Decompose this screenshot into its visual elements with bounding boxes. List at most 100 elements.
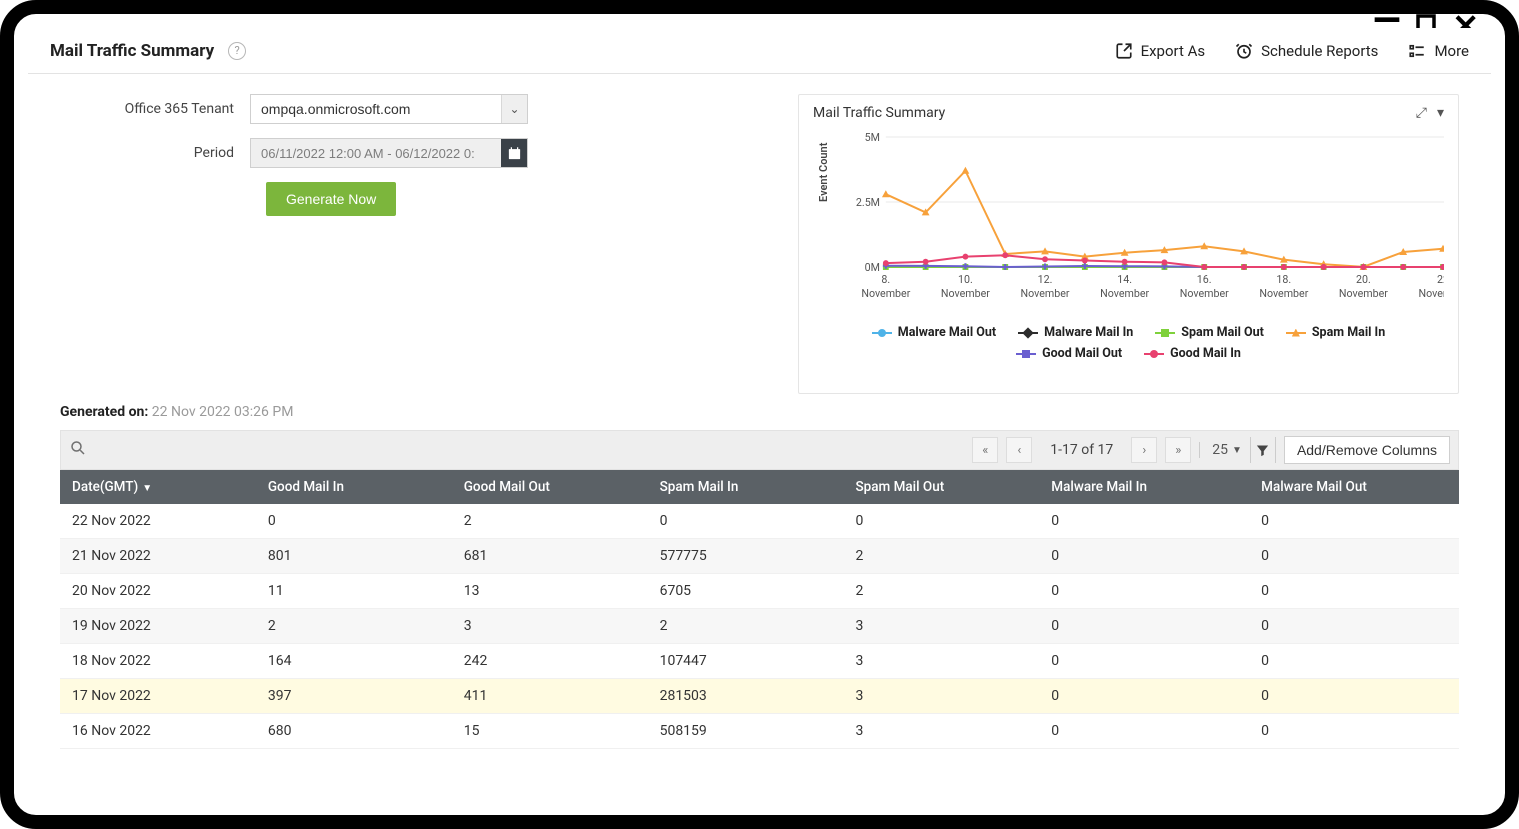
legend-item[interactable]: Malware Mail In (1018, 325, 1133, 340)
table-row[interactable]: 21 Nov 2022801681577775200 (60, 539, 1459, 574)
schedule-button[interactable]: Schedule Reports (1235, 42, 1378, 60)
legend-label: Malware Mail Out (898, 325, 996, 340)
table-cell: 164 (256, 644, 452, 679)
clock-icon (1235, 42, 1253, 60)
help-icon[interactable]: ? (228, 42, 246, 60)
page-size-value: 25 (1212, 442, 1228, 458)
table-header-row: Date(GMT)▼Good Mail InGood Mail OutSpam … (60, 470, 1459, 504)
fullscreen-icon[interactable]: ⤢ (1416, 105, 1427, 121)
column-header[interactable]: Good Mail Out (452, 470, 648, 504)
svg-text:November: November (1339, 287, 1388, 300)
table-cell: 2 (452, 504, 648, 539)
period-input[interactable] (251, 139, 501, 167)
add-remove-columns-button[interactable]: Add/Remove Columns (1284, 436, 1450, 464)
column-header[interactable]: Good Mail In (256, 470, 452, 504)
table-cell: 0 (1039, 539, 1249, 574)
legend-label: Malware Mail In (1044, 325, 1133, 340)
table-row[interactable]: 19 Nov 2022232300 (60, 609, 1459, 644)
table-cell: 0 (1039, 714, 1249, 749)
table-cell: 6705 (648, 574, 844, 609)
table-cell: 3 (843, 714, 1039, 749)
period-label: Period (60, 145, 250, 161)
legend-item[interactable]: Malware Mail Out (872, 325, 996, 340)
calendar-icon[interactable] (501, 139, 527, 167)
search-icon[interactable] (69, 439, 87, 461)
table-cell: 15 (452, 714, 648, 749)
svg-text:16.: 16. (1197, 273, 1212, 286)
svg-text:2.5M: 2.5M (856, 196, 880, 209)
column-header[interactable]: Spam Mail In (648, 470, 844, 504)
table-cell: 3 (843, 644, 1039, 679)
table-cell: 680 (256, 714, 452, 749)
filter-panel: Office 365 Tenant ⌄ Period Gener (60, 94, 780, 394)
chart-legend: Malware Mail Out Malware Mail In Spam Mail… (813, 325, 1444, 361)
table-cell: 281503 (648, 679, 844, 714)
more-button[interactable]: More (1408, 42, 1469, 60)
chart-menu-icon[interactable]: ▾ (1437, 105, 1444, 121)
legend-swatch (1286, 332, 1306, 334)
legend-swatch (1155, 332, 1175, 334)
chevron-down-icon[interactable]: ⌄ (501, 95, 527, 123)
table-cell: 0 (1039, 574, 1249, 609)
chevron-down-icon: ▼ (1232, 445, 1242, 456)
svg-text:November: November (1100, 287, 1149, 300)
table-row[interactable]: 18 Nov 2022164242107447300 (60, 644, 1459, 679)
table-cell: 107447 (648, 644, 844, 679)
table-row[interactable]: 16 Nov 202268015508159300 (60, 714, 1459, 749)
svg-text:November: November (1419, 287, 1444, 300)
page-next-button[interactable]: › (1131, 437, 1157, 463)
table-cell: 3 (843, 609, 1039, 644)
table-cell: 3 (843, 679, 1039, 714)
legend-swatch (1018, 332, 1038, 334)
svg-text:20.: 20. (1356, 273, 1371, 286)
column-header[interactable]: Malware Mail Out (1249, 470, 1459, 504)
page-size-select[interactable]: 25 ▼ (1199, 442, 1242, 458)
generate-button[interactable]: Generate Now (266, 182, 396, 216)
table-row[interactable]: 20 Nov 202211136705200 (60, 574, 1459, 609)
column-header[interactable]: Date(GMT)▼ (60, 470, 256, 504)
chart-title: Mail Traffic Summary (813, 105, 945, 121)
table-cell: 242 (452, 644, 648, 679)
page-header: Mail Traffic Summary ? Export As Schedul… (28, 28, 1491, 74)
chart-card: Mail Traffic Summary ⤢ ▾ Event Count 0M2… (798, 94, 1459, 394)
export-label: Export As (1141, 42, 1206, 60)
tenant-input[interactable] (251, 95, 501, 123)
page-prev-button[interactable]: ‹ (1006, 437, 1032, 463)
export-button[interactable]: Export As (1115, 42, 1206, 60)
filter-icon[interactable] (1250, 437, 1276, 463)
legend-item[interactable]: Good Mail In (1144, 346, 1241, 361)
table-cell: 19 Nov 2022 (60, 609, 256, 644)
legend-item[interactable]: Spam Mail In (1286, 325, 1385, 340)
table-cell: 2 (843, 574, 1039, 609)
period-picker[interactable] (250, 138, 528, 168)
legend-label: Good Mail In (1170, 346, 1241, 361)
generated-value: 22 Nov 2022 03:26 PM (152, 404, 294, 420)
data-table: Date(GMT)▼Good Mail InGood Mail OutSpam … (60, 470, 1459, 749)
column-header[interactable]: Malware Mail In (1039, 470, 1249, 504)
table-row[interactable]: 22 Nov 2022020000 (60, 504, 1459, 539)
page-first-button[interactable]: « (972, 437, 998, 463)
legend-item[interactable]: Good Mail Out (1016, 346, 1122, 361)
page-last-button[interactable]: » (1165, 437, 1191, 463)
table-cell: 0 (843, 504, 1039, 539)
table-cell: 3 (452, 609, 648, 644)
svg-text:November: November (861, 287, 910, 300)
svg-text:22: 22 (1437, 273, 1444, 286)
page-title: Mail Traffic Summary (50, 41, 214, 61)
table-cell: 0 (1249, 679, 1459, 714)
legend-swatch (1144, 353, 1164, 355)
legend-label: Good Mail Out (1042, 346, 1122, 361)
table-cell: 0 (256, 504, 452, 539)
table-cell: 11 (256, 574, 452, 609)
table-cell: 20 Nov 2022 (60, 574, 256, 609)
legend-item[interactable]: Spam Mail Out (1155, 325, 1264, 340)
tenant-select[interactable]: ⌄ (250, 94, 528, 124)
table-cell: 681 (452, 539, 648, 574)
more-label: More (1434, 42, 1469, 60)
table-cell: 0 (1039, 609, 1249, 644)
column-header[interactable]: Spam Mail Out (843, 470, 1039, 504)
legend-swatch (872, 332, 892, 334)
table-row[interactable]: 17 Nov 2022397411281503300 (60, 679, 1459, 714)
table-cell: 801 (256, 539, 452, 574)
svg-text:8.: 8. (881, 273, 890, 286)
